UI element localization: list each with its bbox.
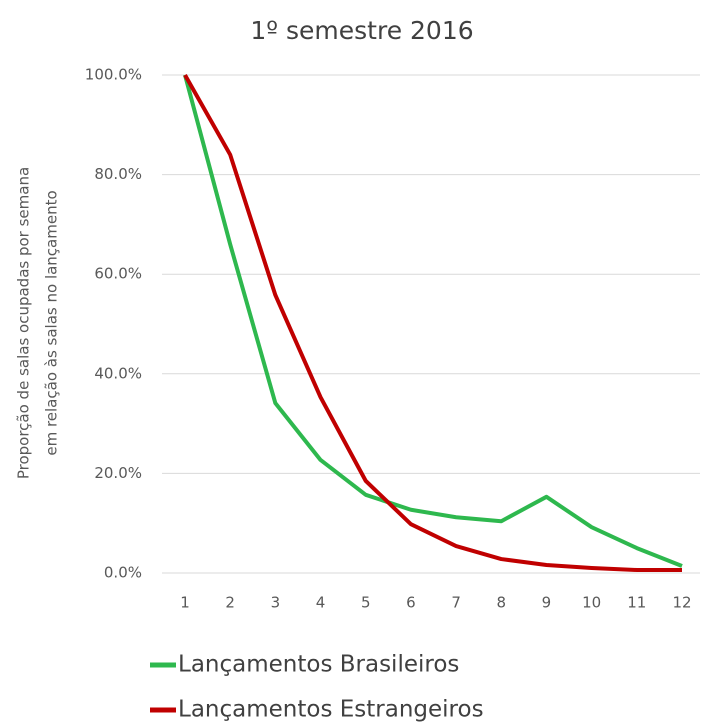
x-tick-label: 3 (271, 594, 281, 612)
x-tick-label: 2 (225, 594, 235, 612)
legend-label: Lançamentos Brasileiros (178, 652, 459, 678)
data-line (183, 74, 683, 568)
y-tick-label: 0.0% (104, 564, 142, 582)
x-tick-label: 5 (361, 594, 371, 612)
y-tick-label: 80.0% (94, 165, 142, 183)
data-line (183, 74, 682, 573)
y-axis-label-line: Proporção de salas ocupadas por semana (15, 167, 33, 479)
x-tick-label: 12 (672, 594, 691, 612)
chart-title: 1º semestre 2016 (250, 16, 473, 45)
x-tick-label: 7 (451, 594, 461, 612)
y-tick-label: 100.0% (85, 66, 142, 84)
y-axis-label-line: em relação às salas no lançamento (43, 190, 61, 455)
x-tick-label: 4 (316, 594, 326, 612)
y-tick-label: 40.0% (94, 364, 142, 382)
x-tick-label: 11 (627, 594, 646, 612)
x-tick-label: 10 (582, 594, 601, 612)
x-tick-label: 8 (496, 594, 506, 612)
y-tick-label: 20.0% (94, 464, 142, 482)
y-axis-label: Proporção de salas ocupadas por semana e… (15, 167, 61, 479)
x-tick-label: 9 (542, 594, 552, 612)
legend-label: Lançamentos Estrangeiros (178, 697, 484, 723)
y-tick-label: 60.0% (94, 265, 142, 283)
x-tick-label: 6 (406, 594, 416, 612)
x-tick-label: 1 (180, 594, 190, 612)
